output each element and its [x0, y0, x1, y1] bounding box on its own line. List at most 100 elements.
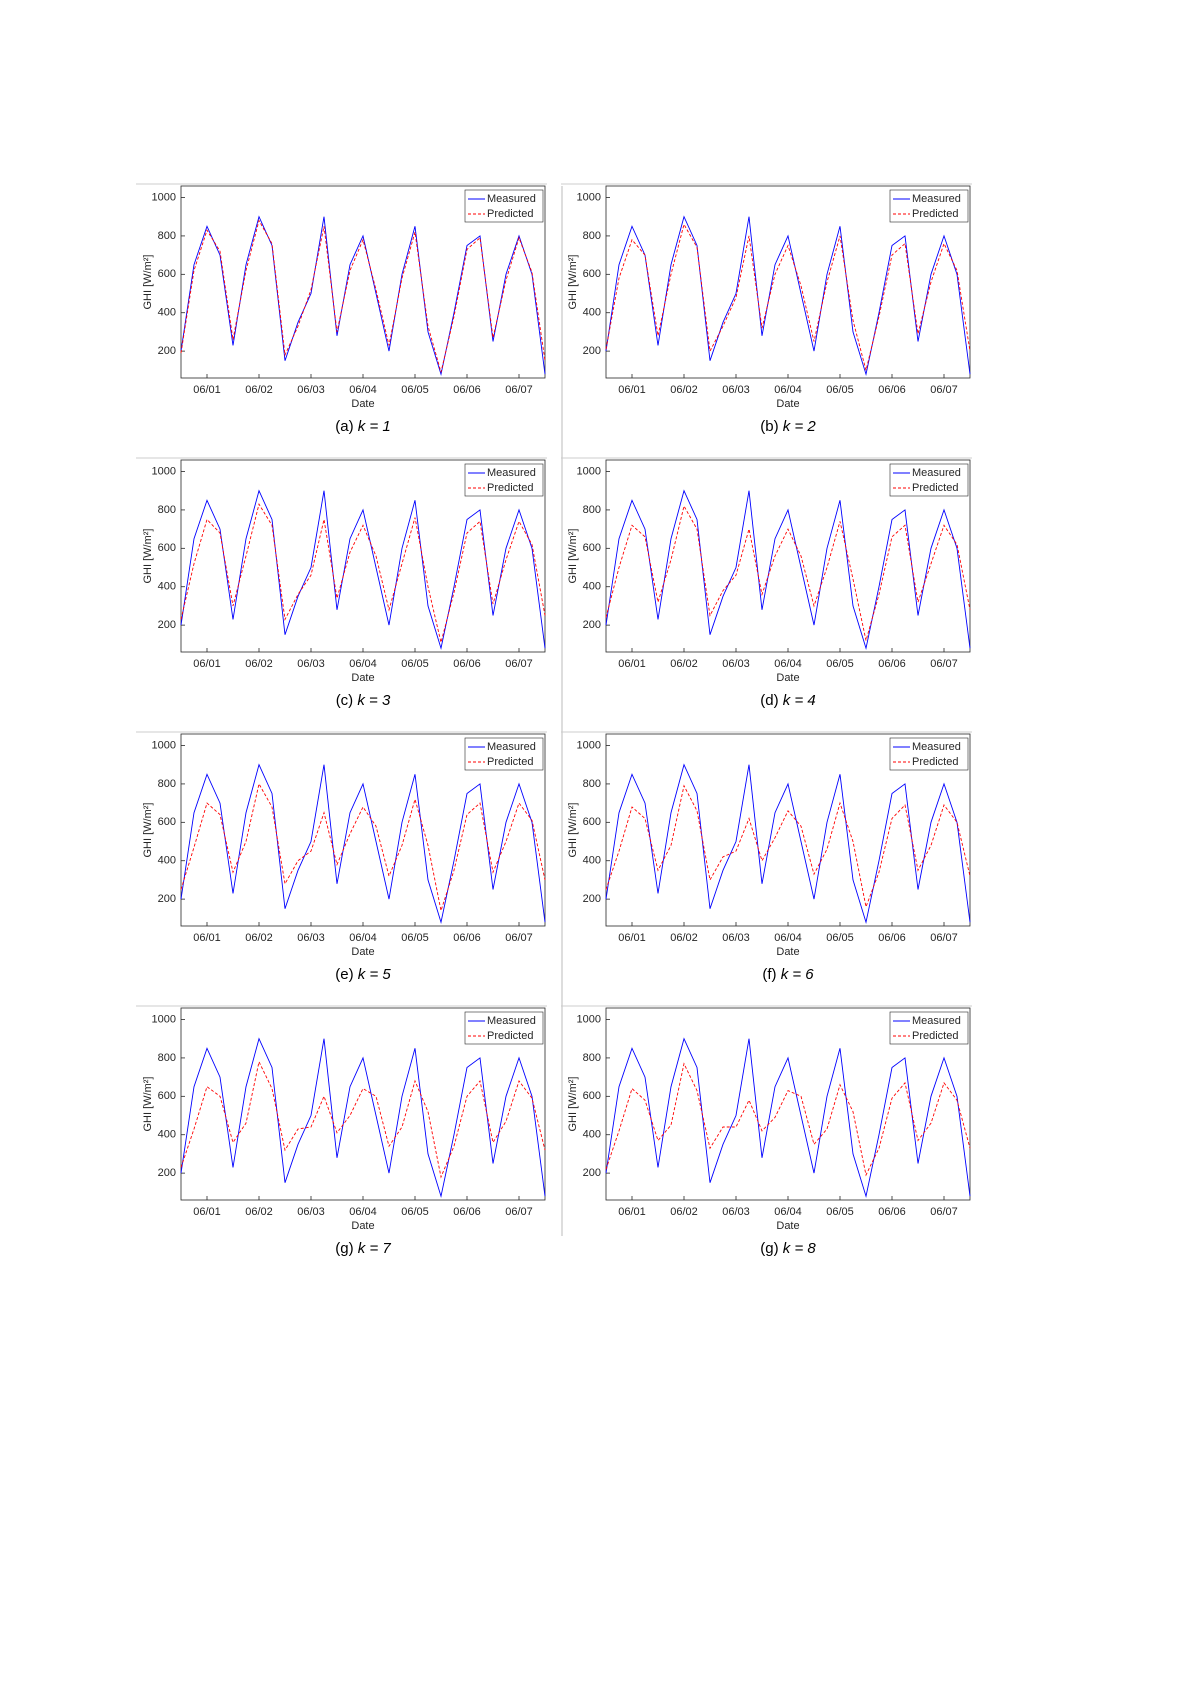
caption-k: k = 8	[783, 1240, 817, 1257]
legend-box	[464, 737, 544, 771]
legend-label: Measured	[912, 741, 961, 753]
legend-box	[889, 737, 969, 771]
x-tick-label: 06/02	[670, 384, 698, 396]
caption-k: k = 5	[358, 966, 392, 983]
y-tick-label: 200	[583, 345, 601, 357]
legend-label: Measured	[912, 193, 961, 205]
y-tick-label: 800	[583, 1052, 601, 1064]
y-tick-label: 800	[158, 230, 176, 242]
y-axis-label: GHI [W/m²]	[567, 529, 579, 584]
caption-label: (d)	[760, 692, 778, 709]
y-tick-label: 800	[158, 778, 176, 790]
x-tick-label: 06/01	[193, 384, 221, 396]
y-tick-label: 600	[583, 542, 601, 554]
caption: (a) k = 1	[335, 418, 390, 435]
caption: (g) k = 7	[335, 1240, 391, 1257]
x-tick-label: 06/03	[722, 658, 750, 670]
y-tick-label: 600	[158, 542, 176, 554]
y-axis-label: GHI [W/m²]	[567, 1077, 579, 1132]
x-tick-label: 06/05	[826, 658, 854, 670]
y-tick-label: 200	[158, 893, 176, 905]
x-tick-label: 06/07	[505, 1206, 533, 1218]
y-tick-label: 400	[583, 307, 601, 319]
y-tick-label: 600	[583, 1090, 601, 1102]
x-tick-label: 06/06	[878, 932, 906, 944]
legend-label: Measured	[912, 1015, 961, 1027]
y-tick-label: 400	[583, 1129, 601, 1141]
caption: (d) k = 4	[760, 692, 815, 709]
legend-label: Predicted	[912, 208, 958, 220]
y-tick-label: 1000	[152, 465, 176, 477]
series-line	[605, 223, 971, 371]
series-line	[180, 1060, 546, 1179]
x-tick-label: 06/05	[401, 932, 429, 944]
caption: (b) k = 2	[760, 418, 816, 435]
x-axis-label: Date	[776, 398, 799, 410]
legend-label: Measured	[487, 1015, 536, 1027]
caption-label: (b)	[760, 418, 778, 435]
y-tick-label: 800	[158, 1052, 176, 1064]
x-tick-label: 06/07	[930, 384, 958, 396]
y-tick-label: 200	[158, 619, 176, 631]
y-axis-label: GHI [W/m²]	[142, 803, 154, 858]
y-tick-label: 800	[583, 778, 601, 790]
x-tick-label: 06/02	[245, 1206, 273, 1218]
x-tick-label: 06/07	[505, 932, 533, 944]
x-tick-label: 06/07	[930, 932, 958, 944]
x-axis-label: Date	[351, 1220, 374, 1232]
legend-label: Measured	[487, 467, 536, 479]
x-tick-label: 06/06	[453, 932, 481, 944]
caption: (e) k = 5	[335, 966, 391, 983]
x-tick-label: 06/05	[401, 658, 429, 670]
series-line	[605, 504, 971, 641]
caption-label: (c)	[336, 692, 354, 709]
y-tick-label: 1000	[577, 191, 601, 203]
series-line	[605, 1062, 971, 1177]
series-line	[180, 763, 546, 924]
x-tick-label: 06/01	[618, 1206, 646, 1218]
x-tick-label: 06/03	[722, 1206, 750, 1218]
x-tick-label: 06/03	[722, 932, 750, 944]
x-tick-label: 06/01	[193, 1206, 221, 1218]
x-tick-label: 06/03	[297, 932, 325, 944]
x-tick-label: 06/05	[826, 932, 854, 944]
series-line	[180, 503, 546, 643]
x-tick-label: 06/02	[670, 658, 698, 670]
legend-box	[889, 1011, 969, 1045]
y-tick-label: 600	[158, 268, 176, 280]
y-tick-label: 600	[583, 816, 601, 828]
caption-label: (f)	[762, 966, 776, 983]
x-tick-label: 06/01	[618, 932, 646, 944]
caption-label: (e)	[335, 966, 353, 983]
y-tick-label: 400	[583, 581, 601, 593]
x-tick-label: 06/04	[774, 1206, 802, 1218]
legend-label: Predicted	[487, 482, 533, 494]
x-tick-label: 06/01	[618, 658, 646, 670]
caption-label: (g)	[760, 1240, 778, 1257]
y-tick-label: 200	[583, 893, 601, 905]
series-line	[605, 1037, 971, 1198]
x-tick-label: 06/02	[670, 1206, 698, 1218]
legend-label: Measured	[487, 193, 536, 205]
x-tick-label: 06/04	[349, 932, 377, 944]
legend-label: Measured	[912, 467, 961, 479]
y-tick-label: 400	[158, 855, 176, 867]
x-axis-label: Date	[351, 672, 374, 684]
x-tick-label: 06/03	[297, 1206, 325, 1218]
legend-box	[464, 1011, 544, 1045]
x-tick-label: 06/07	[930, 658, 958, 670]
caption-k: k = 6	[781, 966, 815, 983]
caption-k: k = 4	[783, 692, 816, 709]
x-tick-label: 06/02	[245, 384, 273, 396]
x-tick-label: 06/02	[245, 658, 273, 670]
y-tick-label: 1000	[577, 739, 601, 751]
legend-box	[889, 463, 969, 497]
legend-label: Predicted	[912, 756, 958, 768]
x-tick-label: 06/06	[878, 658, 906, 670]
y-tick-label: 1000	[152, 739, 176, 751]
x-tick-label: 06/04	[774, 932, 802, 944]
legend-label: Measured	[487, 741, 536, 753]
y-tick-label: 800	[583, 230, 601, 242]
x-tick-label: 06/04	[349, 658, 377, 670]
